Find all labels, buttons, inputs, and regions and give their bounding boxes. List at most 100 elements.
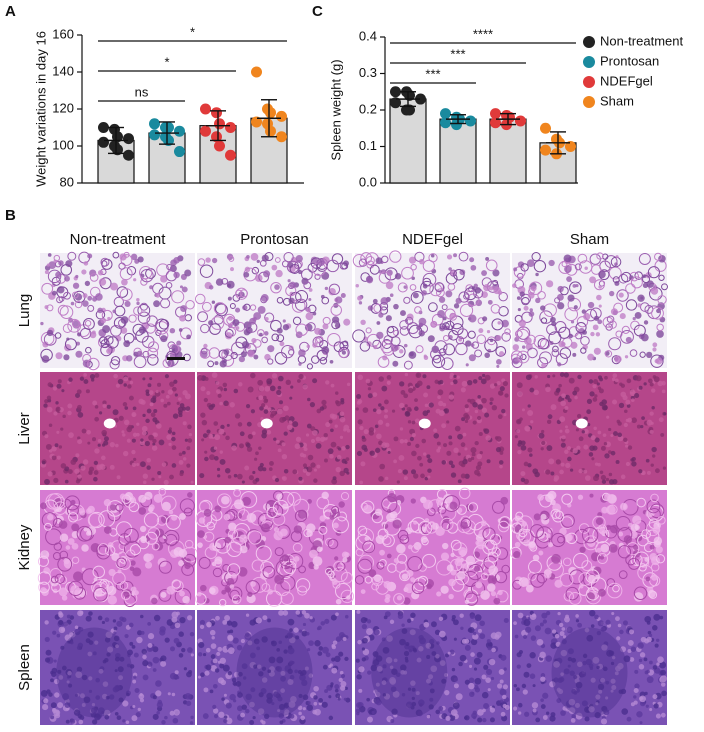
texture	[54, 692, 60, 698]
texture	[217, 677, 225, 684]
texture	[540, 676, 546, 682]
texture	[68, 377, 73, 382]
texture	[411, 544, 420, 553]
texture	[617, 662, 624, 670]
texture	[443, 495, 460, 512]
texture	[280, 670, 286, 676]
texture	[227, 671, 232, 676]
texture	[392, 360, 399, 367]
texture	[467, 317, 472, 321]
texture	[592, 324, 599, 331]
texture	[589, 610, 596, 617]
texture	[366, 716, 374, 723]
texture	[116, 557, 127, 569]
texture	[118, 557, 131, 571]
texture	[153, 408, 158, 414]
texture	[500, 711, 506, 717]
texture	[138, 398, 144, 405]
texture	[477, 628, 482, 633]
texture	[407, 618, 412, 623]
texture	[528, 281, 543, 295]
texture	[75, 671, 83, 679]
texture	[343, 318, 351, 326]
texture	[502, 380, 508, 387]
texture	[189, 631, 195, 637]
texture	[326, 259, 340, 273]
texture	[281, 442, 286, 447]
texture	[517, 529, 532, 544]
texture	[258, 671, 264, 677]
texture	[410, 612, 416, 618]
texture	[604, 255, 618, 269]
texture	[213, 421, 219, 426]
texture	[509, 546, 522, 559]
texture	[577, 494, 584, 500]
texture	[126, 692, 130, 697]
texture	[176, 675, 180, 680]
texture	[115, 335, 122, 342]
texture	[45, 443, 52, 450]
texture	[651, 574, 658, 581]
texture	[169, 381, 175, 387]
texture	[490, 304, 501, 314]
texture	[282, 405, 289, 412]
texture	[625, 399, 631, 405]
texture	[132, 432, 138, 437]
texture	[465, 340, 472, 347]
texture	[88, 689, 93, 693]
texture	[533, 334, 547, 349]
texture	[104, 714, 110, 720]
texture	[219, 401, 223, 406]
texture	[599, 377, 604, 382]
texture	[564, 616, 570, 623]
texture	[156, 423, 162, 429]
texture	[362, 637, 368, 644]
texture	[441, 423, 447, 429]
texture	[123, 340, 131, 348]
texture	[318, 698, 324, 703]
texture	[231, 594, 242, 605]
texture	[53, 411, 58, 416]
texture	[45, 493, 62, 510]
texture	[64, 495, 80, 511]
texture	[187, 615, 193, 621]
texture	[455, 297, 462, 304]
texture	[283, 431, 288, 436]
texture	[453, 637, 457, 641]
texture	[497, 589, 503, 596]
texture	[56, 455, 61, 460]
texture	[470, 638, 478, 646]
texture	[497, 414, 503, 420]
texture	[92, 651, 97, 656]
texture	[630, 702, 635, 707]
texture	[618, 292, 624, 298]
texture	[184, 692, 192, 700]
texture	[558, 383, 562, 388]
texture	[576, 413, 582, 419]
texture	[420, 280, 434, 295]
texture	[62, 693, 70, 701]
texture	[74, 468, 80, 474]
texture	[131, 462, 137, 468]
texture	[411, 696, 415, 700]
texture	[583, 535, 599, 551]
texture	[182, 450, 186, 455]
texture	[245, 580, 261, 595]
texture	[302, 694, 309, 701]
texture	[58, 445, 63, 449]
texture	[530, 635, 537, 641]
texture	[157, 470, 162, 476]
texture	[453, 303, 460, 309]
texture	[383, 615, 388, 620]
texture	[514, 634, 519, 639]
texture	[77, 474, 82, 479]
texture	[654, 252, 662, 261]
texture	[197, 675, 201, 679]
texture	[297, 379, 301, 383]
texture	[163, 403, 168, 408]
texture	[610, 661, 615, 666]
texture	[235, 326, 240, 330]
texture	[359, 480, 364, 485]
texture	[557, 293, 564, 301]
texture	[564, 394, 570, 400]
